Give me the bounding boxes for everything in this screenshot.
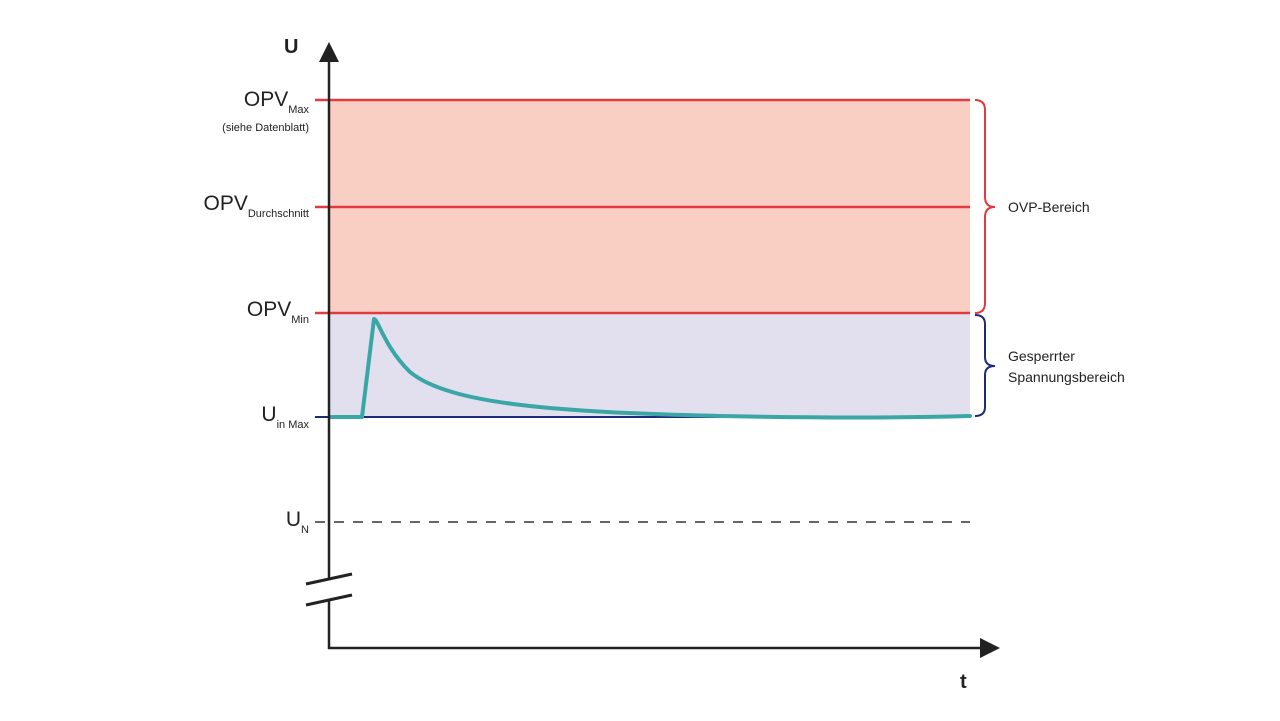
axis-break-mark-upper (305, 572, 353, 586)
blocked-region-label-line1: Gesperrter (1008, 348, 1075, 364)
x-axis-label: t (960, 671, 967, 693)
blocked-region-brace (974, 314, 996, 417)
opv-average-label: OPVDurchschnitt (204, 192, 310, 220)
opv-min-label: OPVMin (247, 298, 309, 326)
axis-break-mark-lower (305, 593, 353, 607)
ovp-region-brace (974, 99, 996, 314)
y-axis-label: U (284, 36, 298, 58)
opv-max-label: OPVMax (244, 88, 310, 116)
blocked-region-label-line2: Spannungsbereich (1008, 369, 1125, 385)
voltage-signal-curve (328, 317, 972, 420)
y-axis-arrow (319, 42, 339, 62)
x-axis-arrow (980, 638, 1000, 658)
ovp-region-label: OVP-Bereich (1008, 199, 1090, 215)
u-nominal-label: UN (286, 508, 309, 536)
opv-max-note: (siehe Datenblatt) (222, 122, 309, 134)
blocked-region-fill (330, 313, 970, 417)
u-in-max-label: Uin Max (261, 403, 309, 431)
